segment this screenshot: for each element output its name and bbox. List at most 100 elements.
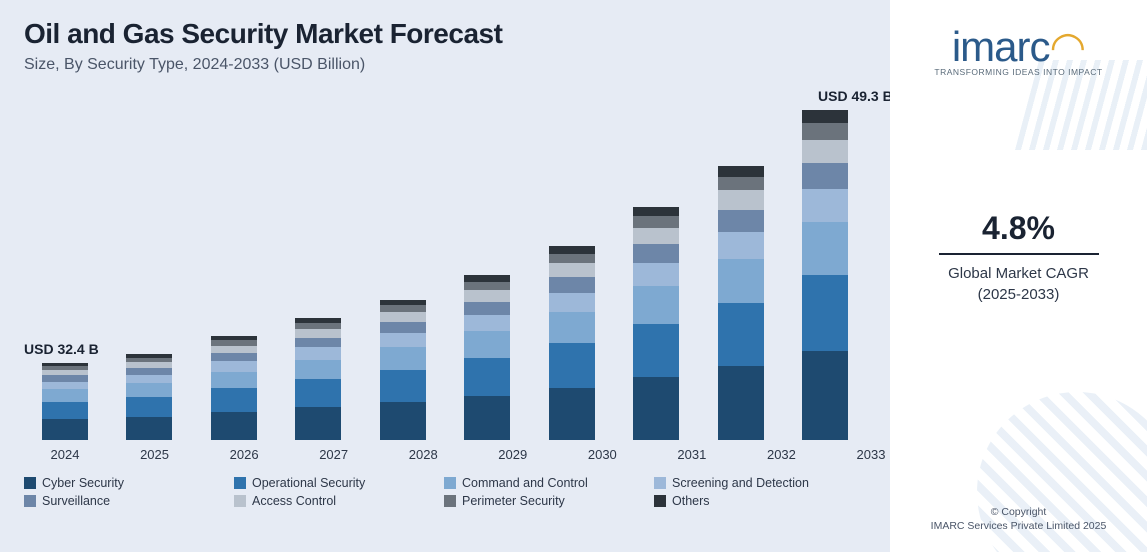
bar-group [295, 318, 341, 440]
bar-segment [464, 358, 510, 396]
x-axis-label: 2027 [306, 447, 362, 462]
bar-segment [211, 372, 257, 389]
bar-group [802, 110, 848, 440]
legend-item: Cyber Security [24, 476, 226, 490]
bar-segment [464, 396, 510, 440]
bar-segment [802, 222, 848, 275]
bar-segment [802, 123, 848, 139]
legend-swatch [444, 477, 456, 489]
bar-segment [802, 140, 848, 163]
x-axis-label: 2031 [664, 447, 720, 462]
bar-segment [718, 232, 764, 259]
cagr-divider [939, 253, 1099, 255]
bar-segment [126, 397, 172, 417]
bar [549, 246, 595, 440]
cagr-label-2: (2025-2033) [890, 284, 1147, 305]
bar-segment [718, 190, 764, 209]
bar [802, 110, 848, 440]
bar-segment [633, 228, 679, 244]
bar-segment [42, 419, 88, 440]
bar-segment [211, 412, 257, 440]
bar-segment [211, 346, 257, 353]
bar-group [211, 336, 257, 440]
bar-segment [718, 259, 764, 303]
bar-segment [633, 207, 679, 216]
bar-segment [380, 322, 426, 333]
bar-segment [549, 293, 595, 312]
legend-swatch [24, 495, 36, 507]
legend-label: Perimeter Security [462, 494, 565, 508]
bar-segment [718, 366, 764, 440]
legend-item: Access Control [234, 494, 436, 508]
bars-container [24, 92, 866, 440]
bar-segment [633, 244, 679, 263]
bar-segment [295, 407, 341, 440]
bar-segment [633, 377, 679, 440]
bar [126, 354, 172, 440]
chart-title: Oil and Gas Security Market Forecast [24, 18, 866, 50]
bar [464, 275, 510, 440]
bar-segment [718, 177, 764, 191]
bar-group [42, 363, 88, 440]
legend-label: Access Control [252, 494, 336, 508]
bar-segment [802, 351, 848, 440]
legend-item: Surveillance [24, 494, 226, 508]
bar [718, 166, 764, 440]
bar-group [549, 246, 595, 440]
bar-segment [633, 216, 679, 228]
x-axis-label: 2028 [395, 447, 451, 462]
legend-label: Others [672, 494, 710, 508]
x-axis-label: 2024 [37, 447, 93, 462]
bar-segment [380, 402, 426, 440]
bar-segment [549, 312, 595, 343]
bar-segment [549, 246, 595, 254]
chart-subtitle: Size, By Security Type, 2024-2033 (USD B… [24, 56, 866, 74]
bar-segment [464, 331, 510, 357]
x-axis-label: 2029 [485, 447, 541, 462]
logo-wordmark: imarc◠ [890, 22, 1147, 71]
copyright: © Copyright IMARC Services Private Limit… [890, 505, 1147, 534]
bar-segment [464, 302, 510, 315]
bar-segment [633, 324, 679, 378]
legend-item: Others [654, 494, 856, 508]
bar [211, 336, 257, 440]
bar-segment [549, 254, 595, 264]
bar-segment [211, 361, 257, 371]
bar-group [464, 275, 510, 440]
bar-segment [380, 305, 426, 312]
bar-segment [295, 338, 341, 348]
logo-text: imarc [952, 23, 1050, 70]
bar-segment [549, 263, 595, 277]
logo-tagline: TRANSFORMING IDEAS INTO IMPACT [890, 67, 1147, 77]
bar-segment [718, 210, 764, 232]
bar [295, 318, 341, 440]
legend-label: Command and Control [462, 476, 588, 490]
bar [633, 207, 679, 440]
legend-swatch [444, 495, 456, 507]
bar-segment [295, 329, 341, 338]
copyright-line-1: © Copyright [890, 505, 1147, 520]
bar-segment [802, 110, 848, 123]
cagr-value: 4.8% [890, 210, 1147, 247]
bar [380, 300, 426, 440]
bar-segment [380, 312, 426, 322]
bar-segment [549, 343, 595, 388]
bar-segment [42, 402, 88, 420]
chart-panel: Oil and Gas Security Market Forecast Siz… [0, 0, 890, 552]
bar-segment [211, 388, 257, 412]
bar-segment [633, 263, 679, 286]
bar-group [126, 354, 172, 440]
bar-segment [42, 382, 88, 390]
bar-group [380, 300, 426, 440]
logo-dot-icon: ◠ [1050, 23, 1086, 70]
bar-segment [464, 275, 510, 282]
x-axis-label: 2025 [127, 447, 183, 462]
bar-segment [126, 368, 172, 375]
legend-item: Screening and Detection [654, 476, 856, 490]
bar-segment [295, 347, 341, 359]
legend-label: Cyber Security [42, 476, 124, 490]
x-axis-label: 2030 [574, 447, 630, 462]
bar-segment [549, 388, 595, 440]
bar-segment [380, 333, 426, 347]
bar-segment [126, 417, 172, 440]
